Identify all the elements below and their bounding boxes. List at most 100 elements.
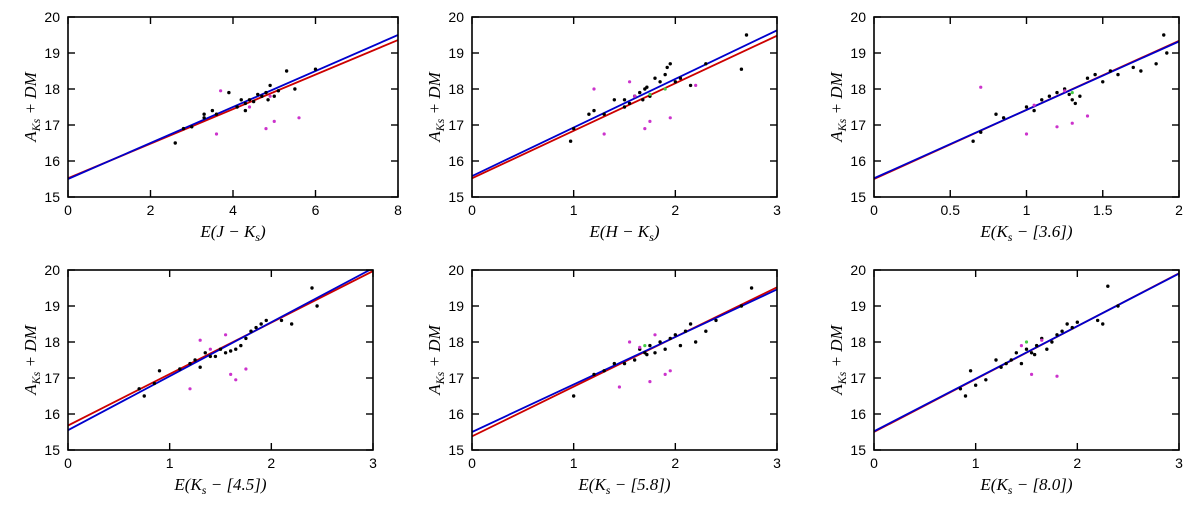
x-tick-label: 0.5: [941, 202, 961, 218]
outlier-point: [198, 338, 202, 342]
outlier-point: [627, 80, 632, 84]
x-axis-label: E(Ks​ − [5.8]): [577, 475, 671, 497]
data-point: [188, 361, 192, 366]
data-point: [971, 139, 975, 143]
data-point: [663, 347, 667, 351]
data-point: [1032, 352, 1037, 357]
data-point: [181, 126, 186, 131]
data-point: [193, 358, 197, 362]
outlier-point: [188, 387, 192, 391]
y-axis-label: AKs​ + DM: [827, 71, 849, 142]
y-tick-label: 19: [850, 45, 866, 61]
data-point: [293, 87, 297, 91]
y-tick-label: 19: [448, 298, 464, 314]
outlier-point: [668, 369, 672, 373]
data-point: [587, 112, 591, 116]
outlier-point: [272, 119, 276, 123]
data-point: [235, 105, 239, 109]
y-axis-label: AKs​ + DM: [827, 324, 849, 395]
data-point: [223, 351, 228, 355]
data-point: [243, 101, 248, 106]
data-point: [289, 322, 294, 326]
x-tick-label: 3: [369, 455, 377, 471]
data-point: [1045, 347, 1049, 351]
y-axis-label: AKs​ + DM: [425, 324, 447, 395]
outlier-point: [244, 367, 248, 371]
x-tick-label: 1: [972, 455, 980, 471]
data-point: [658, 80, 662, 84]
data-point: [1019, 361, 1024, 366]
data-point: [1162, 33, 1166, 37]
outlier-point: [1040, 338, 1044, 342]
data-point: [744, 33, 749, 37]
y-tick-label: 20: [850, 262, 866, 278]
data-point: [284, 69, 289, 73]
data-point: [228, 349, 233, 353]
data-point: [1085, 76, 1090, 80]
data-point: [612, 98, 617, 102]
data-point: [1116, 304, 1120, 308]
data-point: [668, 62, 672, 66]
x-tick-label: 2: [1073, 455, 1081, 471]
data-point: [973, 383, 978, 387]
data-point: [214, 112, 219, 116]
x-tick-label: 8: [394, 202, 402, 218]
data-point: [243, 108, 248, 113]
data-point: [749, 286, 754, 290]
data-point: [254, 325, 258, 330]
data-point: [683, 329, 688, 333]
x-tick-label: 3: [773, 455, 781, 471]
data-point: [239, 343, 243, 348]
y-tick-label: 17: [850, 117, 866, 133]
data-point: [648, 343, 652, 348]
x-tick-label: 0: [870, 202, 878, 218]
outlier-point: [627, 340, 632, 344]
outlier-point: [1032, 103, 1036, 107]
data-point: [202, 112, 206, 116]
data-point: [1165, 51, 1169, 55]
x-axis-label: E(Ks​ − [8.0]): [979, 475, 1073, 497]
data-point: [1009, 358, 1013, 362]
y-tick-label: 17: [44, 370, 60, 386]
outlier-point: [1029, 372, 1034, 376]
outlier-point: [633, 94, 637, 98]
y-tick-label: 15: [448, 189, 464, 205]
x-tick-label: 6: [312, 202, 320, 218]
data-point: [627, 101, 632, 106]
chart-panel-5: 0 1 2 3 15 16 17 18 19 20 E(Ks​ − [5.8]) AKs​ + DM: [425, 262, 781, 497]
data-point: [602, 112, 606, 116]
data-point: [704, 329, 708, 333]
data-point: [251, 99, 256, 104]
green-point: [643, 344, 647, 348]
outlier-point: [219, 89, 223, 93]
chart-panel-2: 0 1 2 3 15 16 17 18 19 20 E(H − Ks​) AKs​ + DM: [425, 9, 781, 244]
data-point: [256, 92, 260, 97]
data-point: [1004, 361, 1008, 366]
y-tick-label: 15: [44, 442, 60, 458]
outlier-point: [617, 385, 622, 389]
y-tick-label: 16: [850, 153, 866, 169]
data-point: [272, 94, 276, 98]
x-tick-label: 2: [147, 202, 155, 218]
data-point: [622, 361, 627, 366]
outlier-point: [979, 85, 983, 89]
data-point: [1032, 108, 1036, 113]
data-point: [173, 141, 177, 145]
data-point: [260, 94, 264, 98]
data-point: [218, 347, 223, 351]
x-tick-label: 1: [570, 455, 578, 471]
data-point: [739, 304, 744, 308]
outlier-point: [223, 333, 228, 337]
data-point: [1078, 94, 1082, 98]
data-point: [1101, 80, 1105, 84]
outlier-point: [1024, 132, 1029, 136]
data-point: [1047, 94, 1052, 98]
y-tick-label: 20: [448, 9, 464, 25]
data-point: [571, 126, 576, 131]
x-tick-label: 0: [468, 202, 476, 218]
data-point: [1001, 116, 1006, 120]
data-point: [1116, 72, 1120, 77]
outlier-point: [638, 345, 642, 349]
outlier-point: [1070, 121, 1074, 125]
data-point: [645, 352, 649, 357]
